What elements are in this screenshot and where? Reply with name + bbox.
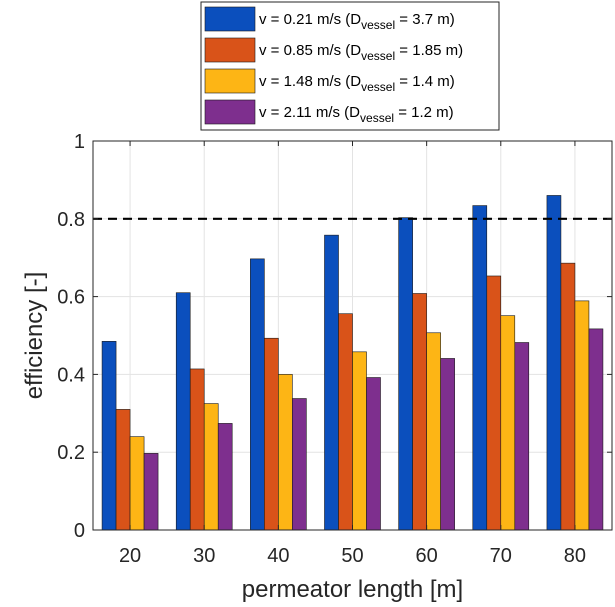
- bar: [129, 436, 145, 531]
- bar: [514, 342, 530, 531]
- bar: [472, 205, 488, 531]
- legend: v = 0.21 m/s (Dvessel = 3.7 m) v = 0.85 m…: [200, 1, 500, 131]
- x-tick-label: 60: [416, 545, 438, 567]
- bar: [500, 315, 516, 531]
- y-axis-ticks: 0 0.2 0.4 0.6 0.8 1: [57, 131, 612, 542]
- bar: [203, 403, 219, 531]
- legend-label: v = 0.21 m/s (Dvessel = 3.7 m): [259, 11, 455, 32]
- bar: [574, 300, 590, 531]
- bar: [366, 377, 381, 531]
- x-tick-label: 30: [193, 545, 215, 567]
- x-axis-label: permeator length [m]: [242, 576, 463, 603]
- x-tick-label: 40: [267, 545, 289, 567]
- bar: [398, 217, 413, 531]
- legend-swatch: [204, 37, 256, 63]
- legend-label: v = 2.11 m/s (Dvessel = 1.2 m): [259, 104, 454, 125]
- bar: [546, 195, 562, 531]
- legend-swatch: [204, 6, 256, 32]
- legend-label: v = 0.85 m/s (Dvessel = 1.85 m): [259, 42, 463, 63]
- y-tick-label: 0.2: [57, 442, 85, 464]
- bar: [426, 332, 441, 531]
- bar: [352, 351, 367, 531]
- y-tick-label: 0: [74, 520, 85, 542]
- y-axis-label: efficiency [-]: [21, 272, 48, 400]
- legend-label: v = 1.48 m/s (Dvessel = 1.4 m): [259, 73, 455, 94]
- bar: [278, 374, 293, 531]
- y-tick-label: 1: [74, 131, 85, 153]
- bar: [292, 398, 307, 531]
- bar: [175, 292, 191, 531]
- bars: [101, 195, 604, 531]
- bar: [143, 453, 159, 531]
- bar: [250, 258, 265, 531]
- bar: [101, 341, 117, 531]
- bar: [588, 328, 604, 531]
- bar: [440, 358, 455, 531]
- x-axis-ticks: 20 30 40 50 60 70 80: [119, 141, 586, 567]
- bar: [115, 409, 131, 531]
- bar: [324, 234, 339, 531]
- x-tick-label: 80: [564, 545, 586, 567]
- x-tick-label: 70: [490, 545, 512, 567]
- x-tick-label: 20: [119, 545, 141, 567]
- bar: [189, 368, 205, 531]
- y-tick-label: 0.6: [57, 287, 85, 309]
- legend-swatch: [204, 68, 256, 94]
- y-tick-label: 0.4: [57, 364, 85, 386]
- y-tick-label: 0.8: [57, 209, 85, 231]
- bar: [264, 337, 279, 531]
- bar: [486, 275, 502, 531]
- bar: [412, 293, 427, 531]
- legend-swatch: [204, 99, 256, 125]
- bar: [217, 423, 233, 531]
- bar: [560, 262, 576, 531]
- bar: [338, 313, 353, 531]
- x-tick-label: 50: [341, 545, 363, 567]
